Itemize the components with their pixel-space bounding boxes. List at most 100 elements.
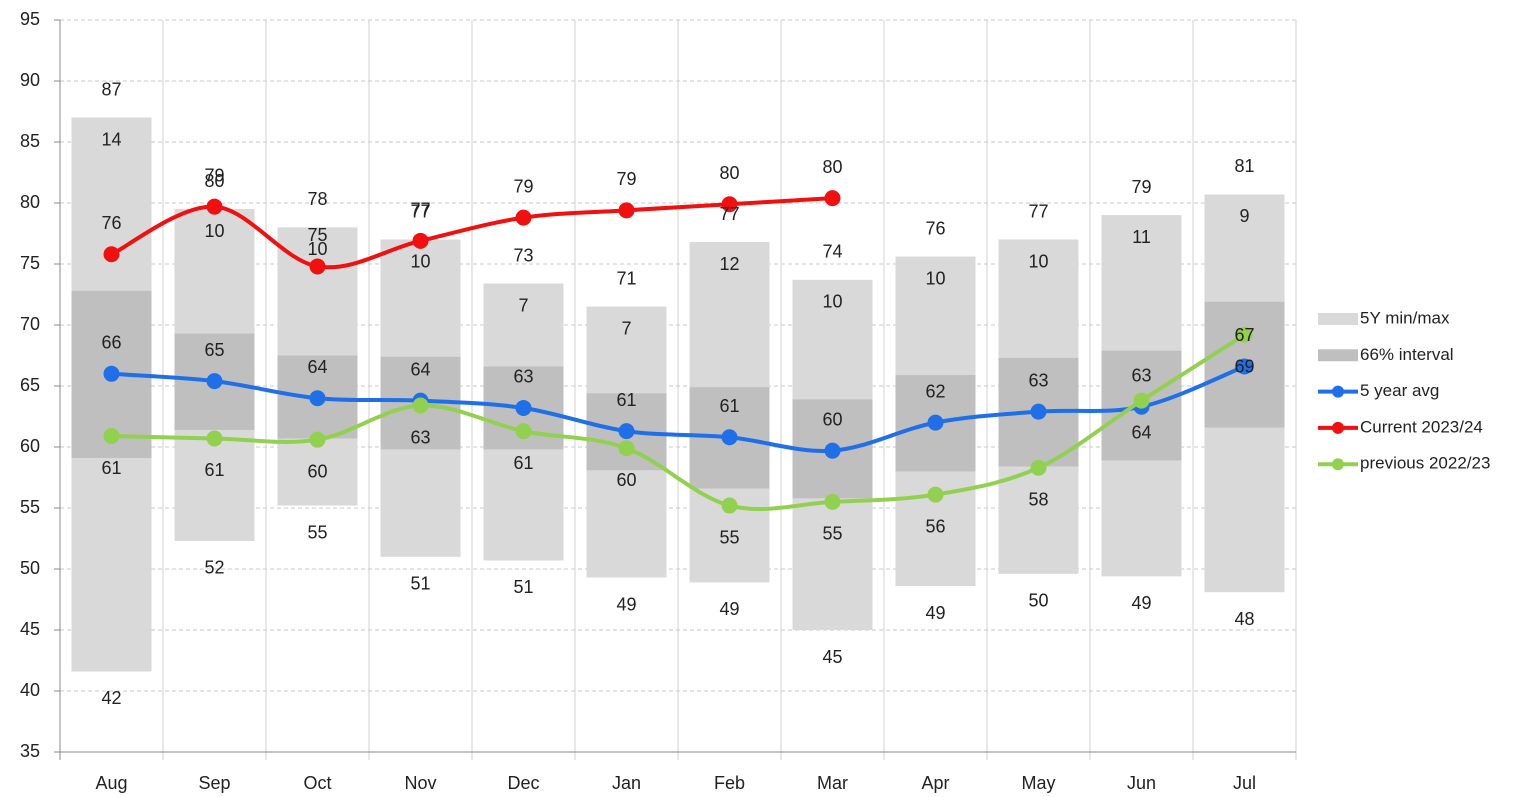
y-tick-label: 75 xyxy=(20,253,40,273)
x-tick-label: May xyxy=(1021,773,1055,793)
y-tick-label: 60 xyxy=(20,436,40,456)
y-tick-label: 65 xyxy=(20,375,40,395)
data-label: 9 xyxy=(1239,206,1249,226)
point xyxy=(927,414,944,431)
data-label: 71 xyxy=(616,268,636,288)
data-label: 81 xyxy=(1234,156,1254,176)
point xyxy=(309,390,326,407)
data-label: 66 xyxy=(101,333,121,353)
top-segment xyxy=(1204,194,1285,305)
point xyxy=(618,202,635,219)
point xyxy=(103,428,120,445)
data-label: 61 xyxy=(101,458,121,478)
x-tick-label: Jan xyxy=(612,773,641,793)
data-label: 56 xyxy=(925,516,945,536)
top-segment xyxy=(895,256,976,379)
y-tick-label: 70 xyxy=(20,314,40,334)
data-label: 55 xyxy=(307,522,327,542)
data-label: 49 xyxy=(1131,593,1151,613)
data-label: 60 xyxy=(307,461,327,481)
data-label: 80 xyxy=(822,157,842,177)
x-tick-label: Jul xyxy=(1233,773,1256,793)
point xyxy=(721,196,738,213)
point xyxy=(1030,403,1047,420)
data-label: 77 xyxy=(1028,201,1048,221)
y-tick-label: 35 xyxy=(20,741,40,761)
point xyxy=(103,246,120,263)
point xyxy=(824,190,841,207)
data-label: 61 xyxy=(204,460,224,480)
data-label: 60 xyxy=(616,470,636,490)
legend-swatch xyxy=(1332,421,1344,434)
top-segment xyxy=(277,227,358,350)
data-label: 63 xyxy=(1131,365,1151,385)
point xyxy=(618,423,635,440)
data-label: 69 xyxy=(1234,357,1254,377)
legend-label: 66% interval xyxy=(1360,345,1454,364)
data-label: 73 xyxy=(513,245,533,265)
data-label: 55 xyxy=(719,527,739,547)
point xyxy=(515,209,532,226)
top-segment xyxy=(792,279,873,402)
data-label: 11 xyxy=(1132,227,1151,247)
data-label: 7 xyxy=(621,318,631,338)
point xyxy=(1236,326,1253,343)
y-tick-label: 95 xyxy=(20,9,40,29)
point xyxy=(721,497,738,514)
data-label: 55 xyxy=(822,524,842,544)
point xyxy=(927,486,944,503)
y-tick-label: 85 xyxy=(20,131,40,151)
data-label: 67 xyxy=(1234,325,1254,345)
data-label: 48 xyxy=(1234,609,1254,629)
x-tick-label: Dec xyxy=(507,773,539,793)
data-label: 12 xyxy=(719,254,739,274)
legend-label: Current 2023/24 xyxy=(1360,417,1483,436)
y-tick-label: 40 xyxy=(20,680,40,700)
data-label: 45 xyxy=(822,647,842,667)
top-segment xyxy=(689,242,770,389)
data-label: 75 xyxy=(307,225,327,245)
point xyxy=(515,399,532,416)
point xyxy=(412,232,429,249)
legend-swatch xyxy=(1332,385,1344,398)
point xyxy=(309,258,326,275)
point xyxy=(412,397,429,414)
data-label: 77 xyxy=(410,201,430,221)
point xyxy=(618,440,635,457)
legend-swatch xyxy=(1318,349,1358,362)
y-tick-label: 45 xyxy=(20,619,40,639)
x-tick-label: Sep xyxy=(198,773,230,793)
series-line xyxy=(111,364,1246,453)
data-label: 74 xyxy=(822,242,842,262)
point xyxy=(206,198,223,215)
x-tick-label: Nov xyxy=(404,773,436,793)
data-label: 78 xyxy=(307,189,327,209)
point xyxy=(206,430,223,447)
point xyxy=(309,431,326,448)
top-segment xyxy=(586,306,667,393)
legend-label: 5 year avg xyxy=(1360,381,1439,400)
data-label: 49 xyxy=(719,599,739,619)
data-label: 49 xyxy=(616,594,636,614)
data-label: 64 xyxy=(1131,422,1151,442)
x-tick-label: Feb xyxy=(714,773,745,793)
data-label: 65 xyxy=(204,340,224,360)
data-label: 58 xyxy=(1028,489,1048,509)
data-label: 80 xyxy=(719,163,739,183)
point xyxy=(721,429,738,446)
data-label: 76 xyxy=(101,213,121,233)
data-label: 79 xyxy=(616,169,636,189)
point xyxy=(824,493,841,510)
data-label: 61 xyxy=(616,390,636,410)
data-label: 10 xyxy=(410,251,430,271)
point xyxy=(1133,392,1150,409)
point xyxy=(103,365,120,382)
data-label: 49 xyxy=(925,603,945,623)
data-label: 64 xyxy=(307,357,327,377)
data-label: 10 xyxy=(925,268,945,288)
data-label: 62 xyxy=(925,381,945,401)
point xyxy=(824,442,841,459)
data-label: 63 xyxy=(1028,370,1048,390)
data-label: 61 xyxy=(513,453,533,473)
